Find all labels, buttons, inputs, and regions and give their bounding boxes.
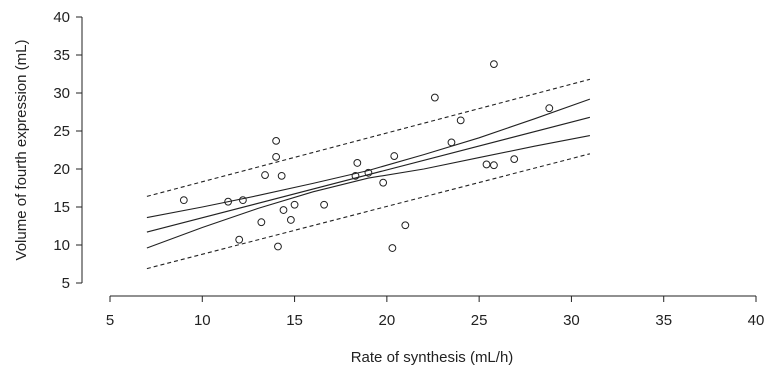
y-tick-label: 20: [53, 161, 70, 178]
data-point: [290, 200, 299, 209]
y-tick-label: 10: [53, 237, 70, 254]
data-point: [224, 197, 233, 206]
data-point: [364, 168, 373, 177]
data-point: [490, 161, 498, 170]
x-tick-label: 15: [286, 312, 303, 329]
y-tick-label: 35: [53, 47, 70, 64]
data-point: [379, 178, 388, 187]
data-point: [430, 93, 439, 102]
data-point: [272, 136, 281, 145]
y-tick-label: 30: [53, 85, 70, 102]
data-point: [272, 152, 281, 161]
data-point: [388, 244, 397, 252]
x-tick-label: 20: [379, 312, 396, 329]
data-point: [482, 160, 491, 169]
data-point: [274, 242, 282, 251]
y-tick-label: 40: [53, 9, 70, 26]
x-axis-title: Rate of synthesis (mL/h): [351, 349, 514, 366]
prediction-lower-line: [146, 153, 591, 270]
data-point: [490, 60, 498, 69]
data-point: [261, 171, 269, 179]
data-point: [447, 138, 456, 147]
y-tick-label: 5: [62, 275, 70, 292]
data-point: [456, 116, 465, 125]
data-point: [390, 152, 399, 160]
x-tick-label: 30: [563, 312, 580, 329]
data-point: [401, 221, 410, 230]
prediction-upper-line: [146, 78, 591, 197]
fit-line: [146, 116, 591, 233]
data-point: [286, 216, 295, 224]
data-point: [279, 206, 288, 214]
data-point: [277, 171, 286, 180]
data-point: [351, 171, 360, 180]
regression-lines: [146, 78, 591, 270]
data-point: [353, 159, 362, 167]
data-point: [257, 218, 266, 227]
y-tick-label: 25: [53, 123, 70, 140]
x-tick-label: 35: [655, 312, 672, 329]
data-point: [238, 196, 247, 205]
y-axis-ticks: 5 10 15 20 25 30 35 40: [53, 9, 82, 292]
data-point: [235, 235, 244, 244]
data-point: [545, 104, 554, 113]
x-tick-label: 25: [471, 312, 488, 329]
data-point: [320, 200, 329, 209]
confidence-lower-line: [146, 135, 591, 249]
data-point: [179, 196, 188, 205]
x-tick-label: 5: [106, 312, 114, 329]
data-point: [510, 155, 519, 164]
y-axis-title: Volume of fourth expression (mL): [13, 40, 30, 261]
x-axis-ticks: 5 10 15 20 25 30 35 40: [106, 296, 765, 329]
confidence-upper-line: [146, 98, 591, 219]
x-tick-label: 40: [748, 312, 765, 329]
axes: [81, 17, 756, 297]
x-tick-label: 10: [194, 312, 211, 329]
data-points: [179, 60, 554, 252]
y-tick-label: 15: [53, 199, 70, 216]
